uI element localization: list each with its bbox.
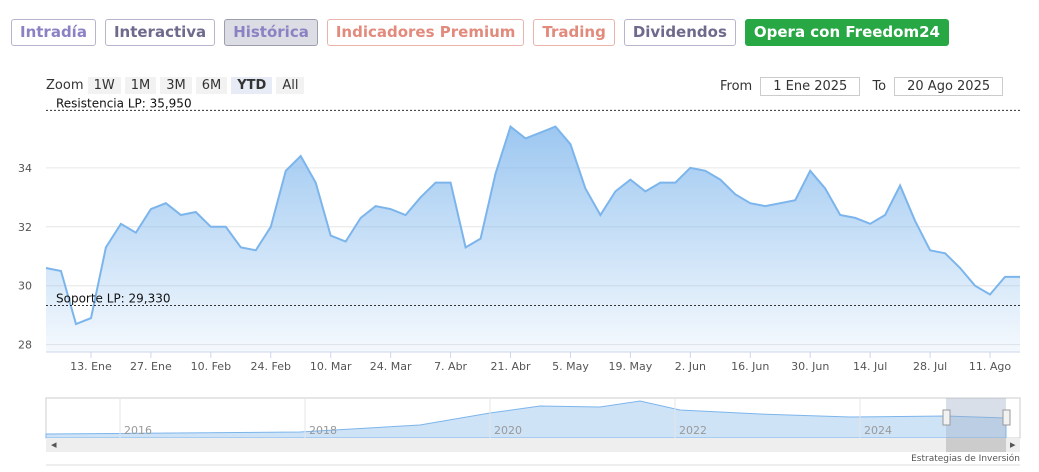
tab[interactable]: Histórica: [224, 19, 318, 46]
navigator-year: 2018: [309, 424, 337, 437]
area-fill: [46, 126, 1020, 352]
navigator-mask[interactable]: [946, 398, 1006, 438]
tab[interactable]: Indicadores Premium: [326, 19, 525, 46]
scroll-arrow[interactable]: ◂: [51, 438, 57, 451]
tab[interactable]: Dividendos: [623, 19, 736, 46]
navigator-year: 2020: [494, 424, 522, 437]
level-label: Resistencia LP: 35,950: [56, 96, 192, 110]
y-tick-label: 32: [18, 221, 32, 234]
x-tick-label: 10. Feb: [191, 360, 231, 373]
zoom-button[interactable]: 1M: [124, 77, 157, 94]
y-tick-label: 28: [18, 339, 32, 352]
credit: Estrategias de Inversión: [911, 453, 1020, 464]
x-tick-label: 27. Ene: [130, 360, 172, 373]
navigator-year: 2016: [124, 424, 152, 437]
from-input[interactable]: 1 Ene 2025: [760, 77, 861, 96]
level-label: Soporte LP: 29,330: [56, 291, 171, 305]
navigator: ◂ ▸ 2016 2018 2020 2022 2024: [45, 397, 1021, 452]
zoom-button[interactable]: 1W: [87, 77, 121, 94]
x-tick-label: 24. Feb: [251, 360, 291, 373]
tab[interactable]: Intradía: [11, 19, 96, 46]
from-label: From: [720, 79, 753, 94]
x-tick-label: 24. Mar: [370, 360, 412, 373]
zoom-button[interactable]: 3M: [160, 77, 192, 94]
zoom-button[interactable]: All: [276, 77, 305, 94]
zoom-label: Zoom: [46, 78, 84, 93]
x-tick-label: 28. Jul: [913, 360, 947, 373]
to-input[interactable]: 20 Ago 2025: [894, 77, 1004, 96]
x-tick-label: 10. Mar: [310, 360, 352, 373]
y-tick-label: 30: [18, 280, 32, 293]
navigator-series: [45, 400, 1007, 439]
x-tick-label: 16. Jun: [731, 360, 769, 373]
zoom-button[interactable]: YTD: [231, 77, 273, 94]
navigator-handle[interactable]: [942, 409, 951, 426]
x-tick-label: 11. Ago: [969, 360, 1011, 373]
price-line: [45, 124, 1020, 326]
x-tick-label: 5. May: [552, 360, 589, 373]
zoom-button[interactable]: 6M: [195, 77, 228, 94]
scroll-arrow[interactable]: ▸: [1010, 438, 1016, 451]
x-tick-label: 30. Jun: [791, 360, 829, 373]
x-tick-label: 21. Abr: [491, 360, 531, 373]
x-tick-label: 2. Jun: [675, 360, 706, 373]
tab-bar: Intradía Interactiva Histórica Indicadores …: [11, 19, 949, 46]
tab[interactable]: Interactiva: [104, 19, 216, 46]
x-tick-label: 14. Jul: [853, 360, 887, 373]
date-range: From 1 Ene 2025 To 20 Ago 2025: [720, 77, 1011, 96]
zoom-selector: Zoom 1W 1M 3M 6M YTD All: [46, 77, 308, 94]
to-label: To: [872, 79, 887, 94]
scrollbar-thumb[interactable]: [946, 438, 1006, 452]
tab[interactable]: Opera con Freedom24: [744, 19, 949, 46]
navigator-year: 2022: [679, 424, 707, 437]
x-tick-label: 13. Ene: [70, 360, 112, 373]
x-tick-label: 7. Abr: [434, 360, 467, 373]
y-tick-label: 34: [18, 162, 32, 175]
x-tick-label: 19. May: [609, 360, 653, 373]
scrollbar[interactable]: [46, 438, 1020, 452]
navigator-handle[interactable]: [1002, 409, 1011, 426]
tab[interactable]: Trading: [533, 19, 615, 46]
navigator-year: 2024: [864, 424, 892, 437]
